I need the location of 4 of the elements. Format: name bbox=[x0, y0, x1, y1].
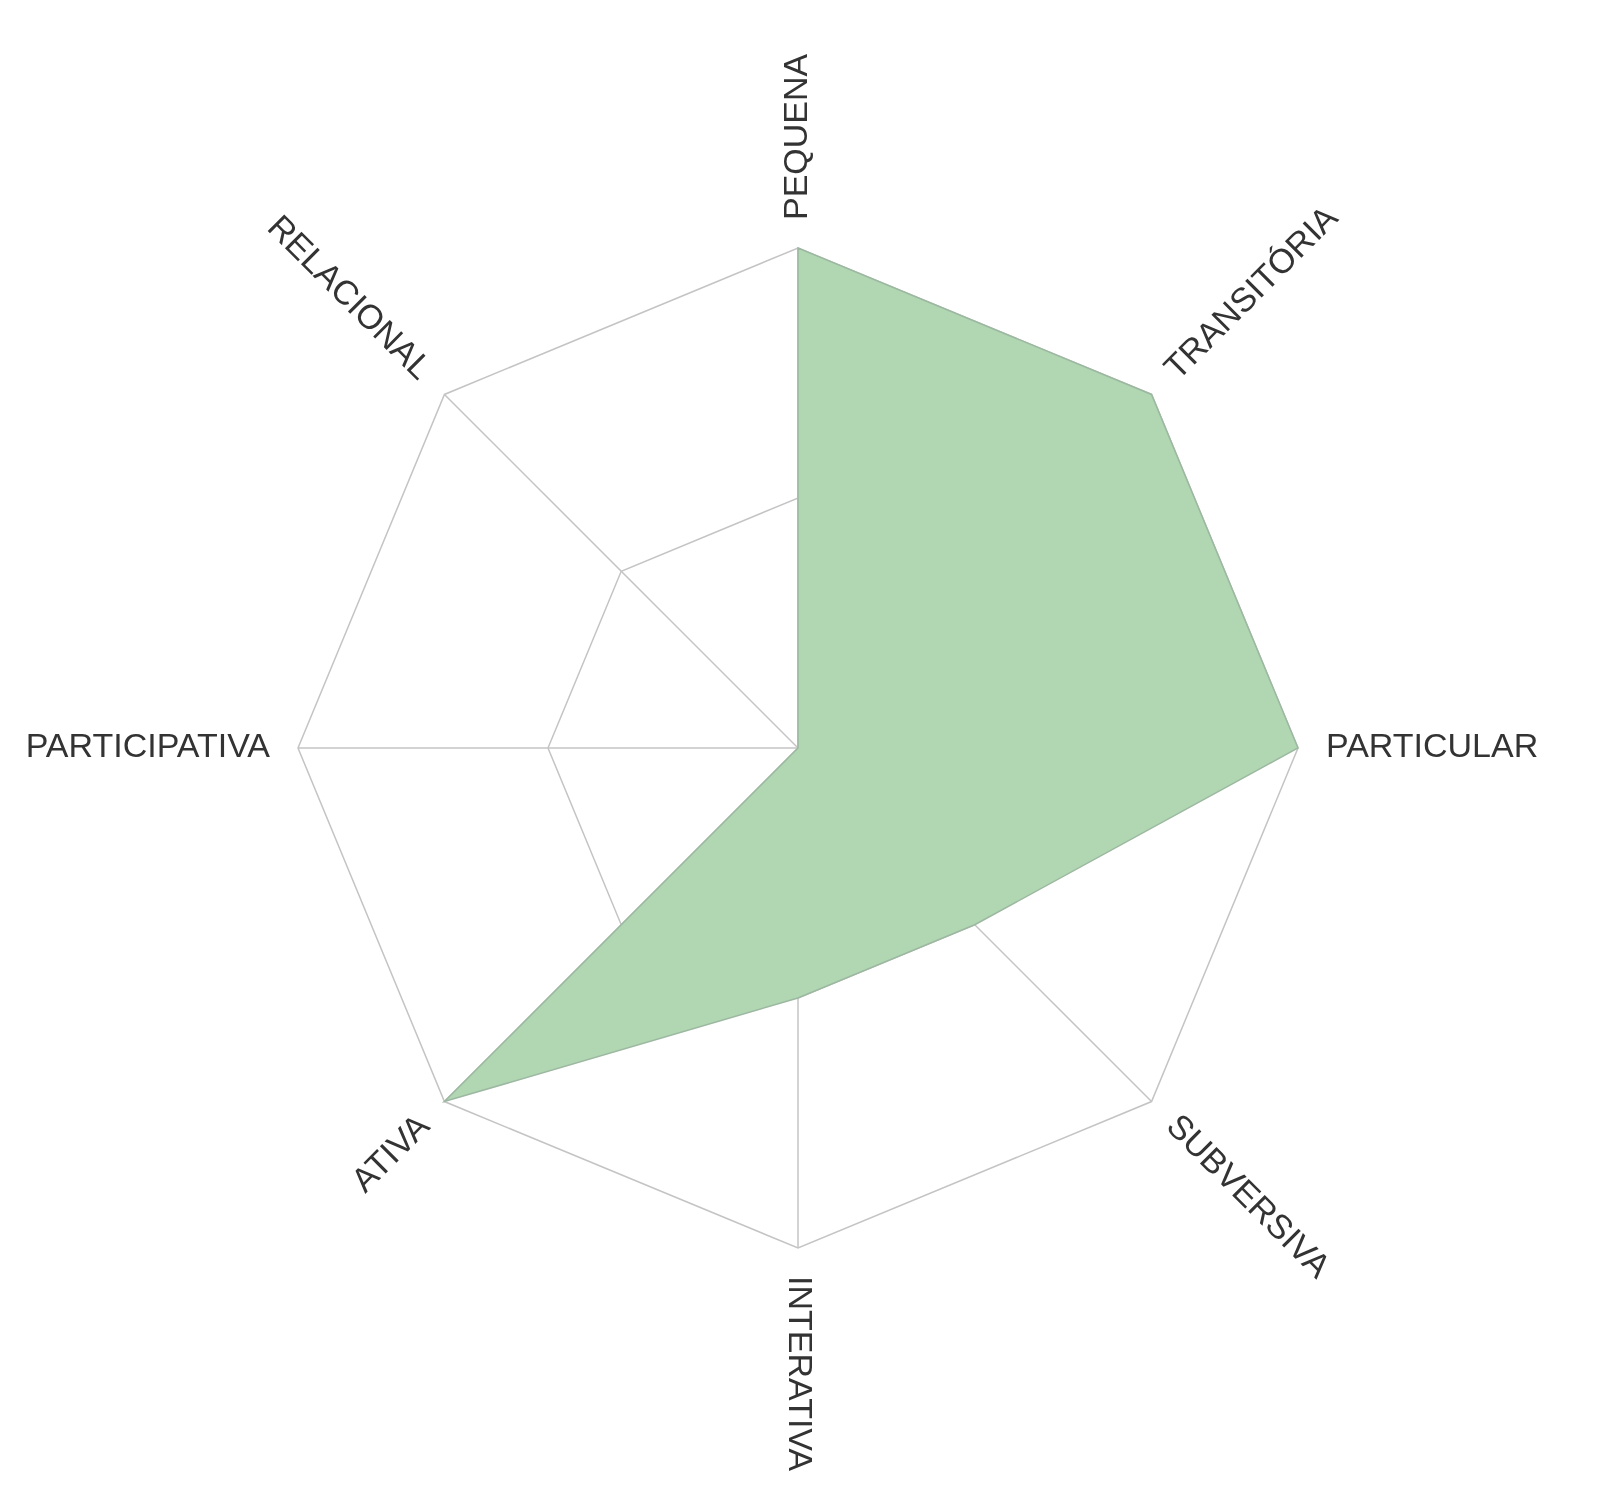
spoke-label: PEQUENA bbox=[776, 53, 815, 220]
spoke-label: INTERATIVA bbox=[781, 1276, 820, 1472]
spoke-label: PARTICIPATIVA bbox=[25, 726, 271, 765]
spoke-label: PARTICULAR bbox=[1326, 726, 1539, 765]
